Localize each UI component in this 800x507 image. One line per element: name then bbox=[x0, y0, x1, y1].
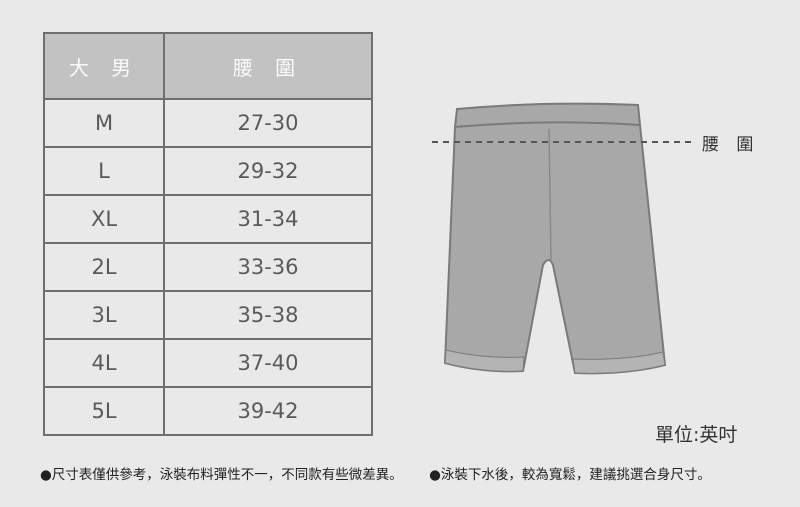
table-row: 2L 33-36 bbox=[43, 242, 373, 292]
waist-cell: 27-30 bbox=[163, 98, 373, 148]
waist-cell: 33-36 bbox=[163, 242, 373, 292]
waist-cell: 35-38 bbox=[163, 290, 373, 340]
table-row: M 27-30 bbox=[43, 98, 373, 148]
table-header-row: 大 男 腰 圍 bbox=[43, 32, 373, 100]
header-size: 大 男 bbox=[43, 32, 165, 100]
table-row: XL 31-34 bbox=[43, 194, 373, 244]
table-row: L 29-32 bbox=[43, 146, 373, 196]
unit-label: 單位:英吋 bbox=[655, 424, 738, 446]
waist-cell: 29-32 bbox=[163, 146, 373, 196]
waist-cell: 37-40 bbox=[163, 338, 373, 388]
size-table: 大 男 腰 圍 M 27-30 L 29-32 XL 31-34 2L 33-36 3L 35-3… bbox=[43, 32, 373, 436]
notes: ●尺寸表僅供參考，泳裝布料彈性不一，不同款有些微差異。 ●泳裝下水後，較為寬鬆，… bbox=[40, 463, 733, 483]
table-row: 5L 39-42 bbox=[43, 386, 373, 436]
size-cell: L bbox=[43, 146, 165, 196]
table-row: 3L 35-38 bbox=[43, 290, 373, 340]
table-row: 4L 37-40 bbox=[43, 338, 373, 388]
shorts-icon bbox=[432, 102, 693, 375]
size-cell: XL bbox=[43, 194, 165, 244]
size-cell: 5L bbox=[43, 386, 165, 436]
size-cell: 2L bbox=[43, 242, 165, 292]
note-2: ●泳裝下水後，較為寬鬆，建議挑選合身尺寸。 bbox=[429, 467, 711, 483]
waist-cell: 31-34 bbox=[163, 194, 373, 244]
size-cell: M bbox=[43, 98, 165, 148]
note-1: ●尺寸表僅供參考，泳裝布料彈性不一，不同款有些微差異。 bbox=[40, 467, 403, 483]
size-cell: 4L bbox=[43, 338, 165, 388]
waist-label: 腰 圍 bbox=[702, 135, 760, 155]
size-cell: 3L bbox=[43, 290, 165, 340]
header-waist: 腰 圍 bbox=[163, 32, 373, 100]
waist-cell: 39-42 bbox=[163, 386, 373, 436]
